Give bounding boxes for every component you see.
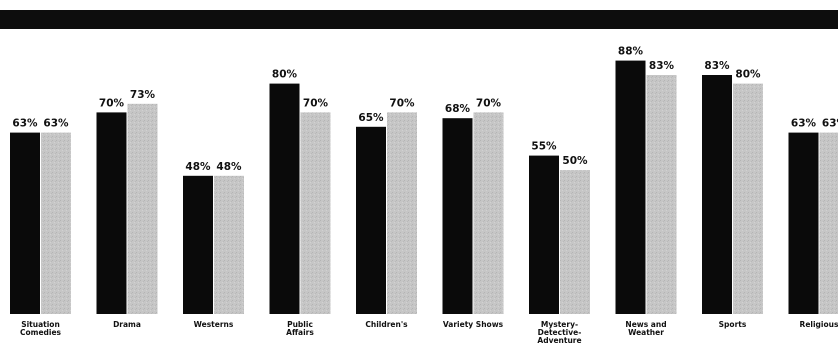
value-label-light-8: 80% [735, 69, 761, 81]
value-label-dark-6: 55% [531, 141, 557, 153]
value-label-light-9: 63% [822, 118, 838, 130]
value-label-dark-8: 83% [704, 60, 730, 72]
value-label-light-3: 70% [303, 97, 329, 109]
bar-light-1 [127, 103, 158, 314]
bar-dark-6 [529, 155, 559, 314]
category-label-6: Mystery-Detective-Adventure [537, 320, 581, 345]
category-label-1: Drama [113, 320, 141, 329]
bar-light-7 [646, 75, 677, 314]
bar-light-0 [41, 132, 71, 314]
value-label-dark-2: 48% [185, 161, 211, 173]
bar-dark-4 [356, 126, 386, 314]
bar-dark-3 [269, 83, 300, 314]
value-label-dark-0: 63% [12, 118, 38, 130]
value-label-dark-7: 88% [618, 46, 644, 58]
category-labels-layer: Situation Comedies Drama Westerns Public Affa… [20, 320, 838, 345]
value-label-dark-5: 68% [445, 103, 471, 115]
value-labels-layer: 63% 63% 70% 73% 48% 48% 80% 70% 65% 70% 68% 70% 55% 5… [12, 46, 838, 173]
bar-light-8 [733, 83, 763, 314]
header-bar [0, 10, 838, 29]
value-label-dark-3: 80% [272, 69, 298, 81]
bar-dark-7 [615, 60, 646, 314]
bar-dark-0 [10, 132, 40, 314]
value-label-light-7: 83% [649, 60, 675, 72]
bar-dark-9 [788, 132, 819, 314]
category-label-5: Variety Shows [443, 320, 504, 329]
category-label-2: Westerns [194, 320, 234, 329]
bar-dark-8 [702, 75, 732, 314]
bars-layer [10, 60, 838, 315]
category-label-7: News and Weather [625, 320, 666, 337]
bar-light-6 [560, 170, 590, 314]
bar-light-3 [300, 112, 331, 315]
bar-light-9 [819, 132, 838, 314]
value-label-light-6: 50% [562, 155, 588, 167]
bar-light-5 [473, 112, 504, 315]
value-label-light-0: 63% [43, 118, 69, 130]
category-label-4: Children's [365, 320, 408, 329]
bar-dark-5 [442, 118, 473, 314]
value-label-dark-9: 63% [791, 118, 817, 130]
value-label-dark-1: 70% [99, 97, 125, 109]
bar-light-4 [387, 112, 417, 315]
value-label-light-5: 70% [476, 97, 502, 109]
category-label-8: Sports [719, 320, 747, 329]
category-label-3: Public Affairs [286, 320, 314, 337]
value-label-light-1: 73% [130, 89, 156, 101]
value-label-light-4: 70% [389, 97, 415, 109]
value-label-light-2: 48% [216, 161, 242, 173]
category-label-9: Religious [800, 320, 838, 329]
bar-dark-1 [96, 112, 127, 315]
value-label-dark-4: 65% [358, 112, 384, 124]
category-label-0: Situation Comedies [20, 320, 62, 337]
bar-light-2 [214, 175, 244, 314]
bar-dark-2 [183, 175, 213, 314]
